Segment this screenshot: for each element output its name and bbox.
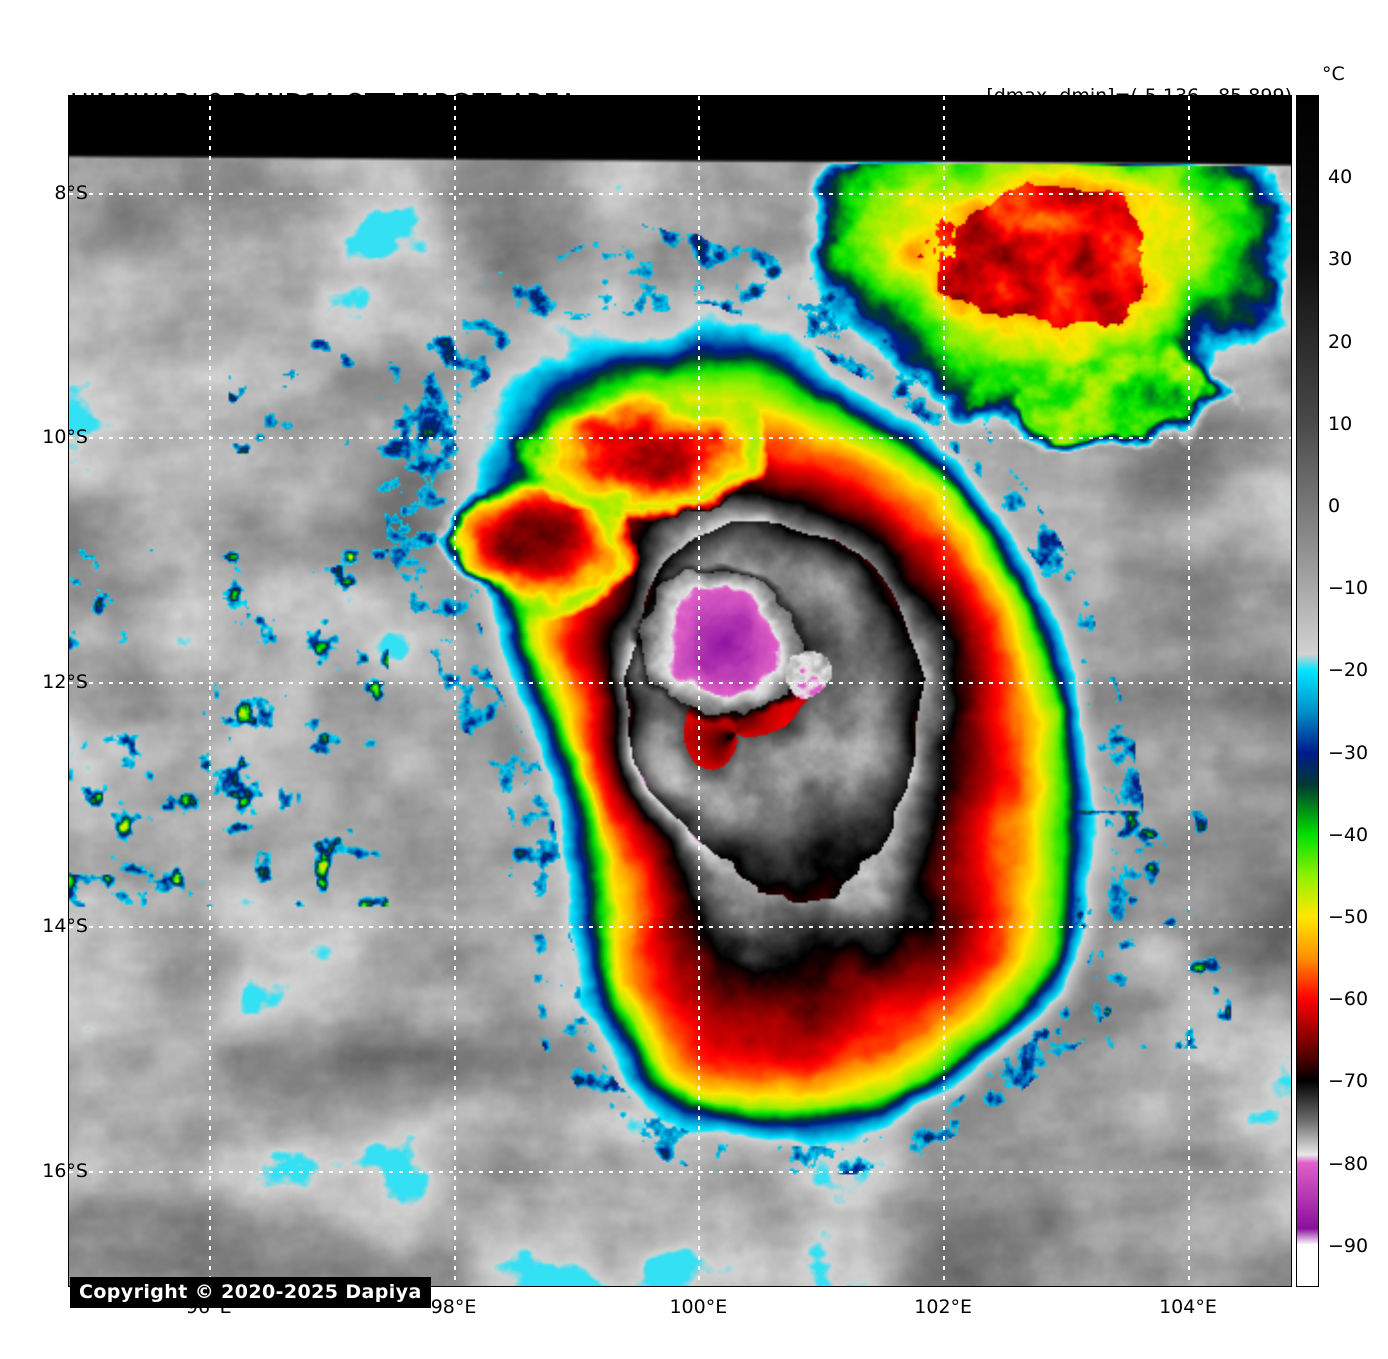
- lat-tick-label: 10°S: [42, 426, 88, 449]
- colorbar-tick-label: −20: [1328, 659, 1369, 682]
- lat-tick-label: 12°S: [42, 670, 88, 693]
- colorbar-tick-label: 20: [1328, 330, 1353, 353]
- colorbar-tick-label: 10: [1328, 412, 1353, 435]
- colorbar-tick-label: −90: [1328, 1234, 1369, 1257]
- colorbar-tick-label: 30: [1328, 248, 1353, 271]
- lon-tick-label: 102°E: [914, 1296, 973, 1318]
- colorbar-unit-label: °C: [1322, 63, 1345, 85]
- colorbar-gradient: [1297, 96, 1318, 1286]
- copyright-watermark: Copyright © 2020-2025 Dapiya: [70, 1277, 431, 1308]
- lon-tick-label: 104°E: [1159, 1296, 1217, 1318]
- colorbar-tick-label: −10: [1328, 577, 1369, 600]
- colorbar-tick-label: −80: [1328, 1152, 1369, 1175]
- colorbar-tick-label: −50: [1328, 906, 1369, 929]
- infrared-brightness-temperature-heatmap: [69, 96, 1291, 1286]
- colorbar-tick-label: −70: [1328, 1070, 1369, 1093]
- lat-tick-label: 14°S: [42, 915, 88, 938]
- satellite-image-plot[interactable]: [68, 95, 1292, 1287]
- lon-tick-label: 100°E: [669, 1296, 728, 1318]
- colorbar-tick-label: −60: [1328, 988, 1369, 1011]
- colorbar-tick-label: −30: [1328, 741, 1369, 764]
- lat-tick-label: 8°S: [54, 181, 88, 204]
- temperature-colorbar[interactable]: [1296, 95, 1319, 1287]
- lat-tick-label: 16°S: [42, 1159, 88, 1182]
- colorbar-tick-label: 0: [1328, 495, 1341, 518]
- colorbar-tick-label: −40: [1328, 823, 1369, 846]
- colorbar-tick-label: 40: [1328, 166, 1353, 189]
- lon-tick-label: 98°E: [430, 1296, 477, 1318]
